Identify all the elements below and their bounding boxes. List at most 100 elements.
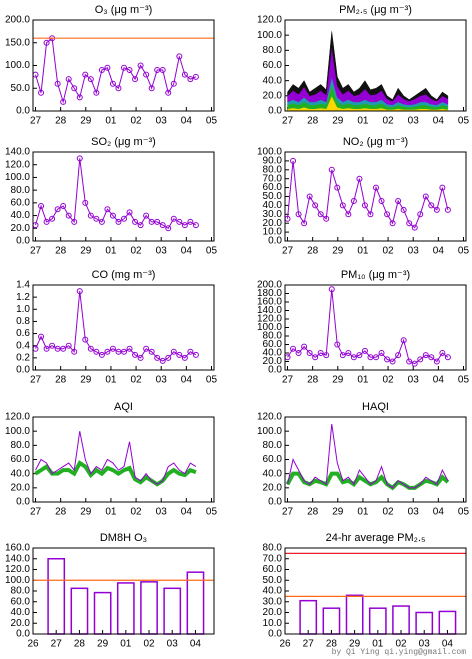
y-tick-label: 140.0 [5, 553, 30, 564]
point [361, 347, 368, 354]
y-tick-label: 60.0 [11, 197, 31, 208]
y-tick-label: 20.0 [11, 223, 31, 234]
point [312, 354, 319, 361]
bar [186, 571, 205, 635]
y-tick-label: 150.0 [5, 37, 30, 48]
y-tick-label: 0.0 [16, 629, 30, 640]
y-tick-label: 80.0 [11, 586, 31, 597]
point [439, 184, 446, 191]
point [323, 215, 330, 222]
point [170, 215, 177, 222]
bar [299, 599, 318, 635]
point [361, 202, 368, 209]
x-tick-label: 01 [105, 116, 117, 127]
point [126, 345, 133, 352]
x-tick-label: 04 [181, 116, 193, 127]
x-tick-label: 28 [326, 639, 338, 650]
chart-title: AQI [114, 401, 133, 413]
point [71, 85, 78, 92]
point [176, 218, 183, 225]
point [411, 360, 418, 367]
point [60, 98, 67, 105]
point [192, 222, 199, 229]
point [109, 212, 116, 219]
point [71, 218, 78, 225]
y-tick-label: 120.0 [257, 15, 282, 26]
point [373, 184, 380, 191]
point [148, 218, 155, 225]
x-tick-label: 04 [433, 246, 445, 257]
x-tick-label: 29 [80, 246, 92, 257]
point [65, 76, 72, 83]
y-tick-label: 40.0 [263, 348, 283, 359]
x-tick-label: 27 [30, 375, 42, 386]
point [104, 64, 111, 71]
y-tick-label: 20.0 [263, 90, 283, 101]
x-tick-label: 29 [349, 639, 361, 650]
x-tick-label: 02 [131, 375, 143, 386]
point [60, 345, 67, 352]
x-tick-label: 01 [120, 639, 132, 650]
y-tick-label: 20.0 [263, 356, 283, 367]
chart-title: O₃ (μg m⁻³) [95, 4, 153, 16]
line [35, 431, 197, 485]
point [181, 71, 188, 78]
x-tick-label: 26 [27, 639, 39, 650]
point [345, 211, 352, 218]
plot-frame [32, 19, 215, 112]
point [339, 352, 346, 359]
point [121, 64, 128, 71]
bar [47, 558, 66, 635]
x-tick-label: 04 [181, 375, 193, 386]
point [384, 211, 391, 218]
point [87, 76, 94, 83]
y-tick-label: 0.0 [16, 497, 30, 508]
x-tick-label: 04 [433, 507, 445, 518]
point [82, 336, 89, 343]
x-tick-label: 03 [156, 375, 168, 386]
point [98, 67, 105, 74]
line [287, 424, 449, 489]
y-tick-label: 0.8 [16, 316, 30, 327]
x-tick-label: 28 [74, 639, 86, 650]
y-tick-label: 60.0 [263, 454, 283, 465]
point [143, 345, 150, 352]
y-tick-label: 100.0 [5, 60, 30, 71]
x-tick-label: 28 [55, 116, 67, 127]
point [38, 89, 45, 96]
y-tick-label: 200.0 [257, 280, 282, 291]
point [181, 222, 188, 229]
bar [163, 587, 182, 635]
point [306, 193, 313, 200]
point [115, 85, 122, 92]
y-tick-label: 1.4 [16, 280, 30, 291]
y-tick-label: 50.0 [263, 575, 283, 586]
point [181, 354, 188, 361]
x-tick-label: 02 [143, 639, 155, 650]
x-tick-label: 28 [307, 375, 319, 386]
point [334, 184, 341, 191]
y-tick-label: 20.0 [263, 218, 283, 229]
x-tick-label: 27 [282, 116, 294, 127]
point [93, 215, 100, 222]
x-tick-label: 03 [156, 507, 168, 518]
point [323, 352, 330, 359]
point [176, 53, 183, 60]
x-tick-label: 29 [332, 246, 344, 257]
y-tick-label: 0.0 [268, 106, 282, 117]
x-tick-label: 29 [332, 375, 344, 386]
point [378, 350, 385, 356]
point [49, 215, 56, 222]
y-tick-label: 40.0 [263, 75, 283, 86]
x-tick-label: 03 [419, 639, 431, 650]
plot-frame [284, 19, 467, 112]
y-tick-label: 60.0 [263, 60, 283, 71]
x-tick-label: 02 [395, 639, 407, 650]
point [328, 286, 335, 293]
plot-frame [32, 416, 215, 503]
point [187, 218, 194, 225]
y-tick-label: 40.0 [11, 210, 31, 221]
point [406, 358, 413, 365]
y-tick-label: 60.0 [263, 564, 283, 575]
x-tick-label: 02 [383, 507, 395, 518]
